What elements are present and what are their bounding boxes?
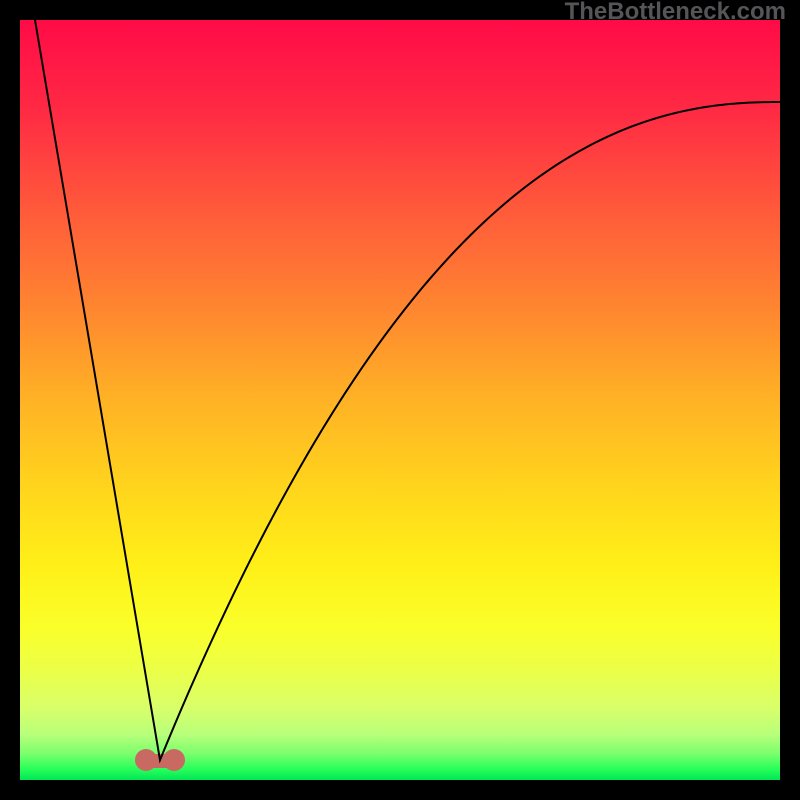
gradient-background: [20, 20, 780, 780]
chart-plot-area: [20, 20, 780, 780]
watermark-text: TheBottleneck.com: [565, 0, 786, 26]
chart-svg: [20, 20, 780, 780]
